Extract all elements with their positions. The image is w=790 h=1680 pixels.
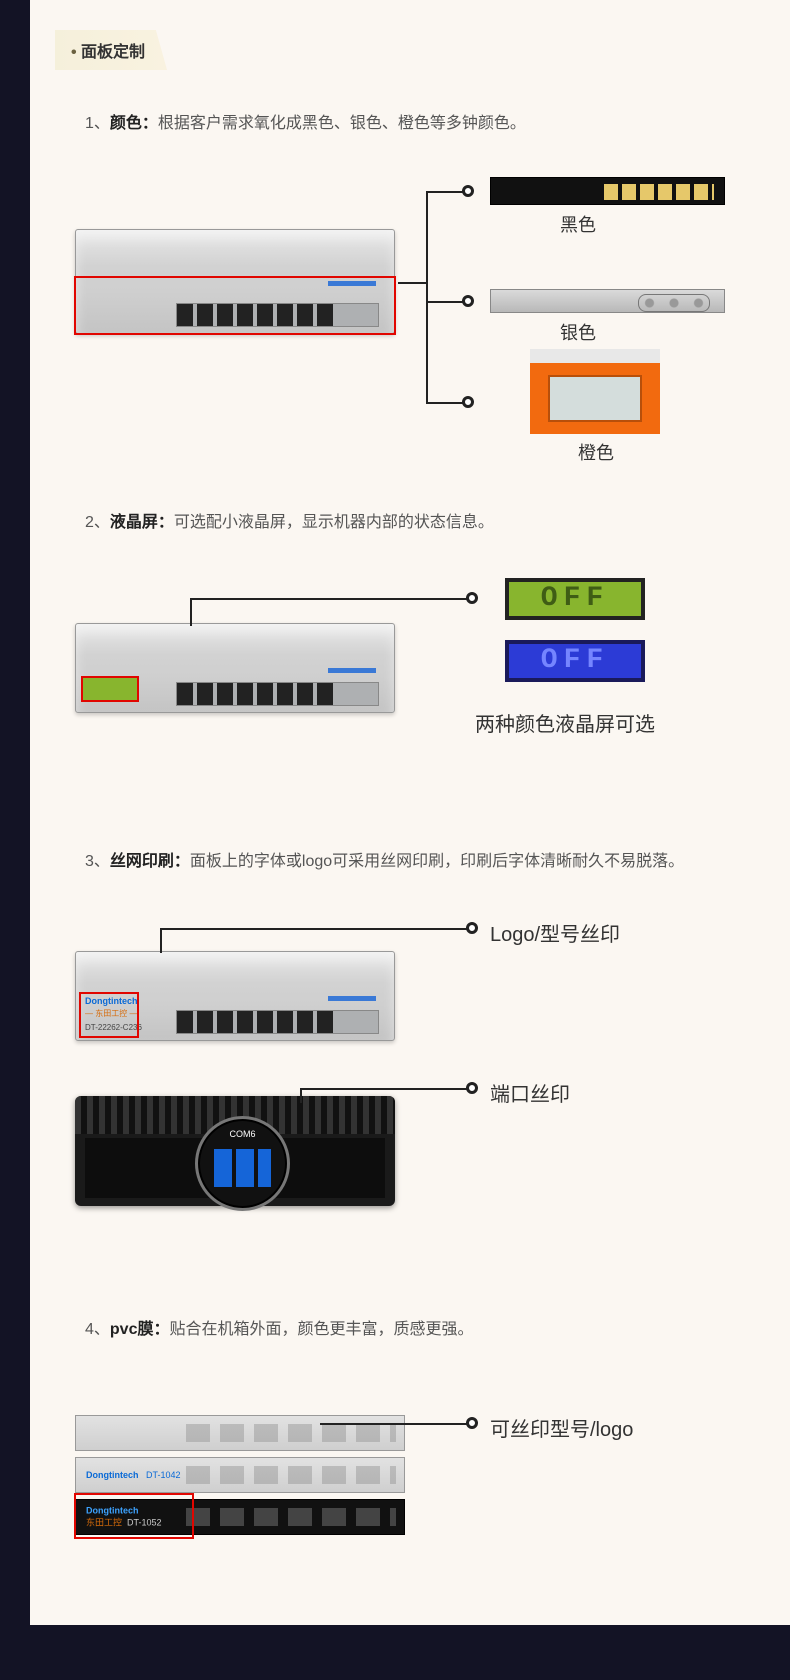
port-tag: COM6	[229, 1129, 255, 1139]
dot-icon	[462, 295, 474, 307]
item-1-desc: 根据客户需求氧化成黑色、银色、橙色等多钟颜色。	[158, 115, 526, 132]
label-black: 黑色	[560, 211, 596, 237]
connector	[160, 928, 470, 930]
connector	[320, 1423, 470, 1425]
fanless-box: COM6	[75, 1096, 395, 1206]
item-1-num: 1、	[85, 115, 110, 132]
highlight-box	[74, 276, 396, 335]
diagram-pvc: Dongtintech DT-1042 Dongtintech 东田工控 DT-…	[30, 1375, 790, 1565]
item-4-num: 4、	[85, 1321, 110, 1338]
connector	[190, 598, 470, 600]
connector	[300, 1088, 302, 1103]
section-heading: 面板定制	[55, 30, 167, 70]
item-4-label: pvc膜：	[110, 1321, 170, 1338]
pvc-brand-en: Dongtintech	[86, 1470, 139, 1480]
lcd-blue-text: OFF	[541, 645, 609, 676]
item-2: 2、液晶屏：可选配小液晶屏，显示机器内部的状态信息。	[85, 509, 750, 538]
magnifier-icon: COM6	[195, 1116, 290, 1211]
callout-logo: Logo/型号丝印	[490, 918, 620, 947]
pvc-plate-1	[75, 1415, 405, 1451]
highlight-lcd-box	[81, 676, 139, 702]
connector	[160, 928, 162, 953]
highlight-logo-box	[79, 992, 139, 1038]
pvc-model-1: DT-1042	[146, 1470, 181, 1480]
connector	[426, 191, 466, 193]
connector	[398, 282, 428, 284]
section-title-text: 面板定制	[81, 44, 145, 61]
page-content: 面板定制 1、颜色：根据客户需求氧化成黑色、银色、橙色等多钟颜色。 黑色 银色 …	[30, 0, 790, 1625]
lcd-green-text: OFF	[541, 583, 609, 614]
highlight-pvc-box	[74, 1493, 194, 1539]
plate-holes	[186, 1508, 396, 1526]
connector	[426, 301, 466, 303]
plate-holes	[186, 1466, 396, 1484]
dot-icon	[466, 1082, 478, 1094]
item-4: 4、pvc膜：贴合在机箱外面，颜色更丰富，质感更强。	[85, 1316, 750, 1345]
dot-icon	[466, 1417, 478, 1429]
diagram-color: 黑色 银色 橙色	[30, 169, 790, 439]
connector	[426, 191, 428, 404]
lcd-note: 两种颜色液晶屏可选	[475, 708, 655, 737]
item-3: 3、丝网印刷：面板上的字体或logo可采用丝网印刷，印刷后字体清晰耐久不易脱落。	[85, 848, 750, 877]
dot-icon	[466, 922, 478, 934]
color-sample-black	[490, 177, 725, 205]
accent-stripe	[328, 996, 376, 1001]
label-silver: 银色	[560, 319, 596, 345]
accent-stripe	[328, 668, 376, 673]
label-orange: 橙色	[578, 439, 614, 465]
color-sample-silver	[490, 289, 725, 313]
item-1-label: 颜色：	[110, 115, 158, 132]
plate-holes	[186, 1424, 396, 1442]
dot-icon	[466, 592, 478, 604]
connector	[300, 1088, 470, 1090]
pvc-plate-2: Dongtintech DT-1042	[75, 1457, 405, 1493]
diagram-silk: Dongtintech — 东田工控 — DT-22262-C236 Logo/…	[30, 906, 790, 1246]
item-2-num: 2、	[85, 514, 110, 531]
callout-pvc: 可丝印型号/logo	[490, 1413, 633, 1442]
callout-port: 端口丝印	[490, 1078, 570, 1107]
connector	[190, 598, 192, 626]
connector	[426, 402, 466, 404]
pvc-brand: Dongtintech DT-1042	[86, 1470, 181, 1480]
dot-icon	[462, 185, 474, 197]
diagram-lcd: OFF OFF 两种颜色液晶屏可选	[30, 568, 790, 768]
lcd-green: OFF	[505, 578, 645, 620]
dot-icon	[462, 396, 474, 408]
lcd-blue: OFF	[505, 640, 645, 682]
item-2-label: 液晶屏：	[110, 514, 174, 531]
item-3-desc: 面板上的字体或logo可采用丝网印刷，印刷后字体清晰耐久不易脱落。	[190, 853, 684, 870]
color-sample-orange	[530, 349, 660, 434]
item-3-label: 丝网印刷：	[110, 853, 190, 870]
item-1: 1、颜色：根据客户需求氧化成黑色、银色、橙色等多钟颜色。	[85, 110, 750, 139]
item-4-desc: 贴合在机箱外面，颜色更丰富，质感更强。	[169, 1321, 473, 1338]
item-3-num: 3、	[85, 853, 110, 870]
item-2-desc: 可选配小液晶屏，显示机器内部的状态信息。	[174, 514, 494, 531]
